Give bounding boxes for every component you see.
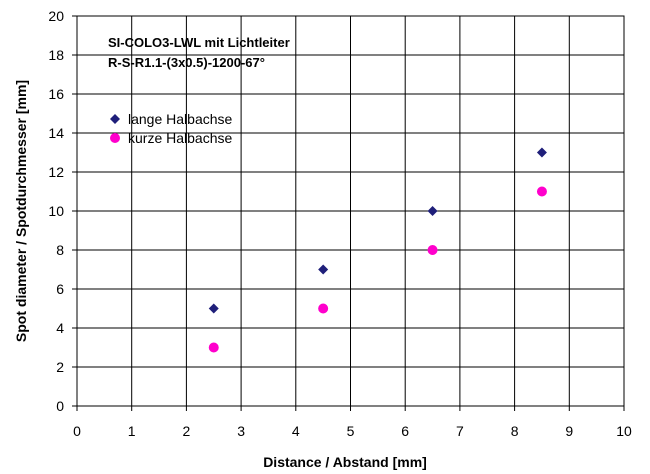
y-axis-title: Spot diameter / Spotdurchmesser [mm] (13, 80, 29, 342)
point-series-0-1 (318, 264, 329, 275)
point-series-0-0 (208, 303, 219, 314)
y-tick-label-6: 12 (48, 164, 64, 180)
point-series-0-2 (427, 206, 438, 216)
y-tick-label-4: 8 (56, 242, 64, 258)
x-tick-labels: 0 1 2 3 4 5 6 7 8 9 10 (73, 406, 632, 439)
x-tick-label-7: 7 (456, 423, 464, 439)
annotation-line-1: SI-COLO3-LWL mit Lichtleiter (108, 35, 290, 50)
y-tick-label-2: 4 (56, 320, 64, 336)
y-tick-label-9: 18 (48, 47, 64, 63)
legend-marker-lange-halbachse (110, 114, 120, 124)
y-tick-label-1: 2 (56, 359, 64, 375)
legend: lange Halbachse kurze Halbachse (110, 111, 233, 146)
y-tick-label-0: 0 (56, 398, 64, 414)
y-tick-label-7: 14 (48, 125, 64, 141)
point-series-1-1 (318, 303, 329, 314)
x-tick-label-0: 0 (73, 423, 81, 439)
data-points (208, 147, 547, 353)
annotation-line-2: R-S-R1.1-(3x0.5)-1200-67° (108, 55, 265, 70)
x-tick-label-4: 4 (292, 423, 300, 439)
y-tick-label-5: 10 (48, 203, 64, 219)
point-series-0-3 (536, 147, 547, 158)
x-tick-label-9: 9 (565, 423, 573, 439)
x-tick-label-8: 8 (511, 423, 519, 439)
x-tick-label-5: 5 (347, 423, 355, 439)
x-tick-label-6: 6 (401, 423, 409, 439)
point-series-1-0 (208, 342, 219, 353)
y-tick-label-3: 6 (56, 281, 64, 297)
legend-marker-kurze-halbachse (110, 133, 120, 143)
x-axis-title: Distance / Abstand [mm] (263, 454, 427, 470)
y-tick-label-8: 16 (48, 86, 64, 102)
point-series-1-2 (427, 245, 438, 255)
x-tick-label-3: 3 (237, 423, 245, 439)
legend-label-kurze-halbachse: kurze Halbachse (128, 130, 232, 146)
x-tick-label-10: 10 (616, 423, 632, 439)
legend-label-lange-halbachse: lange Halbachse (128, 111, 233, 127)
y-tick-labels: 0 2 4 6 8 10 12 14 16 18 20 (48, 8, 77, 414)
x-tick-label-2: 2 (183, 423, 191, 439)
x-tick-label-1: 1 (128, 423, 136, 439)
y-tick-label-10: 20 (48, 8, 64, 24)
point-series-1-3 (536, 186, 547, 197)
